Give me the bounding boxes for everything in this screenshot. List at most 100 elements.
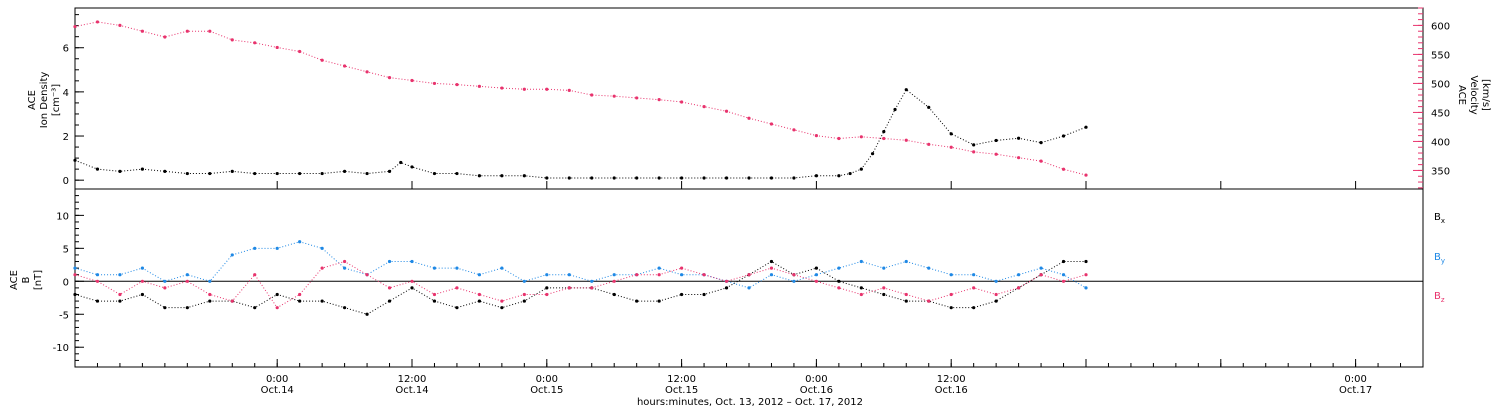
- ion-density-label-1: ACE: [27, 90, 38, 110]
- density-point: [814, 174, 819, 178]
- b-field-tick-label: 5: [63, 244, 69, 255]
- by-point: [680, 273, 684, 277]
- legend: Bx By Bz: [1434, 212, 1445, 304]
- date-tick-label: Oct.17: [1339, 385, 1372, 396]
- velocity-point: [500, 86, 504, 90]
- by-point: [230, 253, 234, 257]
- velocity-point: [1084, 173, 1088, 177]
- velocity-point: [253, 41, 257, 45]
- legend-by: By: [1434, 252, 1445, 265]
- velocity-point: [455, 82, 459, 87]
- bz-point: [859, 292, 863, 297]
- bz-point: [837, 286, 841, 290]
- density-point: [455, 171, 459, 176]
- bz-point: [1017, 286, 1021, 290]
- ion-density-tick-label: 0: [63, 176, 69, 187]
- bx-point: [163, 306, 167, 310]
- date-tick-label: Oct.16: [935, 385, 968, 396]
- velocity-point: [163, 35, 167, 39]
- bx-point: [500, 306, 504, 310]
- bottom-panel: -10 -5 0 5 10 ACE B [nT] Bx By Bz: [9, 188, 1445, 368]
- b-field-tick-label: 0: [63, 277, 69, 288]
- bx-point: [635, 299, 639, 303]
- bz-point: [927, 299, 931, 303]
- bz-point: [500, 299, 504, 303]
- velocity-tick-label: 500: [1431, 79, 1450, 90]
- date-tick-label: Oct.16: [800, 385, 833, 396]
- by-point: [747, 286, 751, 290]
- density-series: [74, 88, 1087, 179]
- bx-point: [298, 299, 302, 303]
- ion-density-label-3: [cm⁻³]: [51, 84, 62, 116]
- density-point: [590, 176, 594, 180]
- density-point: [545, 176, 549, 180]
- velocity-point: [545, 87, 549, 91]
- by-point: [792, 279, 796, 283]
- by-point: [185, 273, 189, 277]
- velocity-point: [747, 116, 751, 120]
- by-point: [410, 259, 414, 264]
- b-label-1: ACE: [9, 270, 20, 290]
- velocity-point: [590, 93, 594, 97]
- velocity-label-2: Velocity: [1468, 75, 1479, 114]
- bz-point: [477, 292, 481, 297]
- velocity-point: [927, 142, 931, 146]
- velocity-point: [387, 76, 392, 80]
- velocity-point: [140, 29, 144, 33]
- velocity-series: [74, 21, 1087, 176]
- bz-point: [455, 286, 459, 290]
- velocity-axis: 350 400 450 500 550 600: [1413, 7, 1450, 189]
- bx-point: [545, 286, 549, 290]
- density-point: [1039, 141, 1043, 145]
- velocity-point: [994, 152, 998, 156]
- density-point: [870, 152, 875, 156]
- by-point: [814, 273, 819, 277]
- velocity-point: [320, 58, 324, 62]
- bz-point: [904, 292, 908, 297]
- date-tick-label: Oct.15: [665, 385, 698, 396]
- time-tick-label: 12:00: [937, 374, 966, 385]
- density-point: [298, 171, 302, 176]
- by-point: [590, 279, 594, 283]
- bx-point: [95, 299, 100, 303]
- date-tick-label: Oct.14: [395, 385, 428, 396]
- bz-point: [163, 286, 167, 290]
- by-point: [1039, 266, 1043, 270]
- time-tick-label: 0:00: [1344, 374, 1366, 385]
- bz-point: [680, 266, 684, 270]
- velocity-point: [230, 38, 234, 42]
- density-point: [680, 176, 684, 180]
- velocity-tick-label: 450: [1431, 108, 1450, 119]
- b-field-tick-label: -5: [59, 310, 69, 321]
- velocity-point: [837, 136, 841, 141]
- time-tick-label: 0:00: [805, 374, 827, 385]
- by-point: [904, 259, 908, 264]
- bz-point: [612, 279, 616, 283]
- velocity-tick-label: 600: [1431, 21, 1450, 32]
- bz-point: [702, 273, 706, 277]
- density-point: [477, 174, 481, 178]
- bz-point: [567, 286, 571, 290]
- bx-point: [455, 306, 459, 310]
- density-point: [994, 138, 998, 143]
- by-point: [320, 246, 324, 250]
- density-point: [118, 169, 122, 173]
- legend-bz: Bz: [1434, 291, 1445, 304]
- velocity-point: [769, 122, 774, 126]
- ion-density-tick-label: 4: [63, 88, 69, 99]
- ion-density-tick-label: 6: [63, 44, 69, 55]
- bz-point: [972, 286, 976, 290]
- velocity-point: [410, 78, 414, 83]
- time-tick-label: 12:00: [398, 374, 427, 385]
- density-point: [893, 107, 897, 112]
- bz-point: [545, 292, 549, 297]
- by-point: [343, 266, 347, 270]
- density-point: [1061, 134, 1066, 138]
- ion-density-tick-label: 2: [63, 132, 69, 143]
- bz-point: [1061, 279, 1066, 283]
- bx-point: [859, 286, 863, 290]
- by-point: [477, 273, 481, 277]
